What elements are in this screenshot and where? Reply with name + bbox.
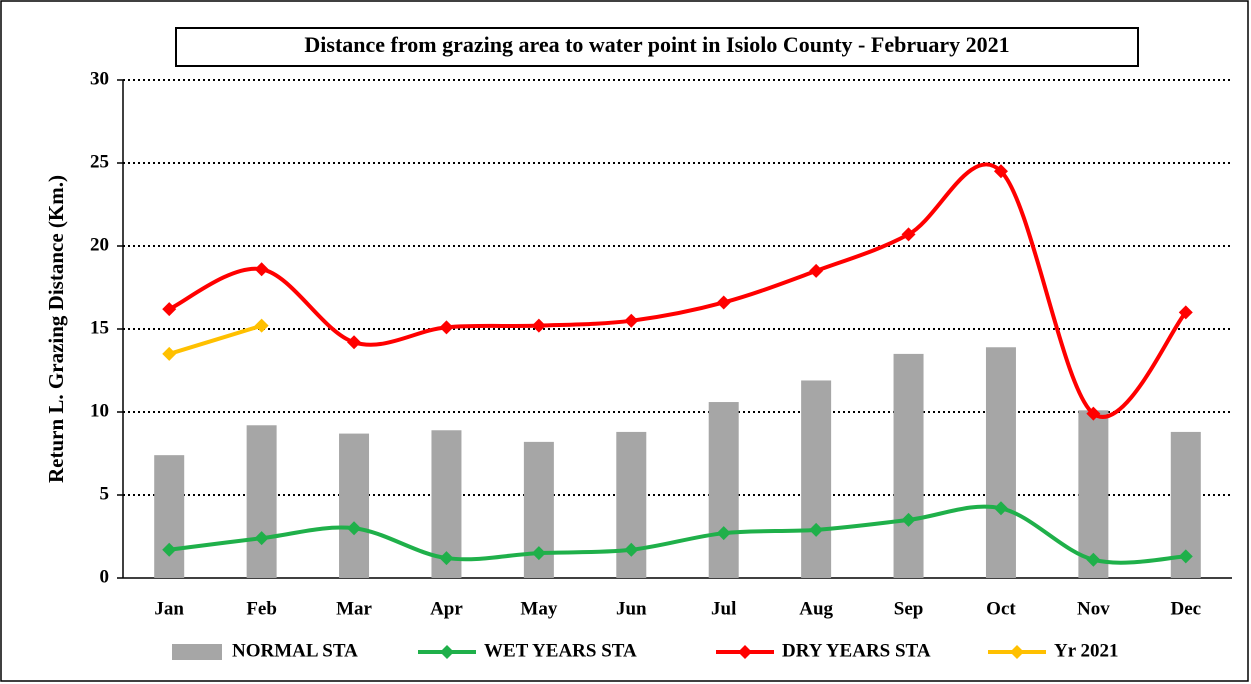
bar <box>708 402 739 578</box>
y-tick-label: 10 <box>90 400 109 421</box>
marker <box>1178 549 1193 564</box>
marker <box>716 526 731 541</box>
legend-label: DRY YEARS STA <box>782 640 931 661</box>
legend-label: WET YEARS STA <box>484 640 637 661</box>
marker <box>809 263 824 278</box>
marker <box>993 501 1008 516</box>
y-tick-label: 30 <box>90 68 109 89</box>
legend-marker <box>440 645 454 659</box>
x-tick-label: Jan <box>154 598 184 619</box>
x-tick-label: Jun <box>616 598 647 619</box>
x-tick-label: Jul <box>711 598 736 619</box>
marker <box>162 302 177 317</box>
marker <box>624 542 639 557</box>
marker <box>901 512 916 527</box>
marker <box>347 335 362 350</box>
marker <box>1086 406 1101 421</box>
marker <box>531 546 546 561</box>
bar <box>985 347 1016 578</box>
y-axis-label: Return L. Grazing Distance (Km.) <box>44 175 68 483</box>
line <box>168 323 263 356</box>
marker <box>162 346 177 361</box>
marker <box>439 320 454 335</box>
x-tick-label: Dec <box>1170 598 1201 619</box>
title-box <box>175 27 1139 67</box>
marker <box>901 227 916 242</box>
bar <box>154 455 185 578</box>
x-tick-label: Mar <box>336 598 372 619</box>
y-tick-label: 15 <box>90 317 109 338</box>
marker <box>254 262 269 277</box>
x-tick-label: Oct <box>986 598 1016 619</box>
y-tick-label: 0 <box>100 566 110 587</box>
y-tick-label: 20 <box>90 234 109 255</box>
x-tick-label: Aug <box>799 598 833 619</box>
marker <box>624 313 639 328</box>
legend-label: Yr 2021 <box>1054 640 1119 661</box>
marker <box>531 318 546 333</box>
marker <box>716 295 731 310</box>
x-tick-label: Sep <box>894 598 924 619</box>
legend-label: NORMAL STA <box>232 640 358 661</box>
x-tick-label: Apr <box>430 598 463 619</box>
bar <box>246 425 277 578</box>
legend-marker <box>738 645 752 659</box>
marker <box>439 551 454 566</box>
marker <box>347 521 362 536</box>
marker <box>254 531 269 546</box>
chart-title: Distance from grazing area to water poin… <box>304 32 1009 57</box>
x-tick-label: Nov <box>1077 598 1110 619</box>
marker <box>1086 552 1101 567</box>
legend-swatch <box>172 644 222 660</box>
legend-marker <box>1010 645 1024 659</box>
y-tick-label: 5 <box>100 483 110 504</box>
bar <box>801 380 832 578</box>
y-tick-label: 25 <box>90 151 109 172</box>
bar <box>339 433 370 578</box>
x-tick-label: Feb <box>246 598 277 619</box>
marker <box>254 318 269 333</box>
marker <box>162 542 177 557</box>
bar <box>1078 410 1109 578</box>
marker <box>993 164 1008 179</box>
x-tick-label: May <box>520 598 557 619</box>
marker <box>1178 305 1193 320</box>
marker <box>809 522 824 537</box>
bar <box>893 353 924 578</box>
